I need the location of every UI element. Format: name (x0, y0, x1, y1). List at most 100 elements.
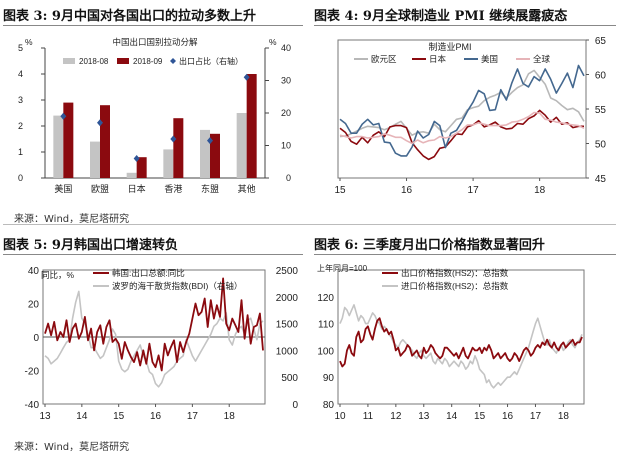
bar-2018-08 (53, 115, 64, 178)
bar-2018-08 (200, 129, 210, 178)
y2-tick-label: 20 (281, 108, 291, 118)
series-line-export-price (339, 317, 583, 368)
x-tick-label: 16 (502, 411, 514, 422)
bar-2018-09 (173, 118, 184, 178)
share-marker (97, 119, 103, 127)
bar-2018-09 (246, 74, 257, 178)
title-rule-right-bottom (314, 254, 616, 255)
panel-title-3: 图表 3: 9月中国对各国出口的拉动多数上升 (3, 9, 256, 24)
panel-title-6: 图表 6: 三季度月出口价格指数显著回升 (314, 238, 545, 253)
series-line-欧元区 (339, 69, 585, 138)
chart-global-pmi: 45 50 55 60 65 制造业PMI 15 16 17 18 欧元区 日本 美国 全球 (334, 36, 607, 196)
y-tick-label: 0 (18, 173, 23, 183)
x-tick-label: 18 (558, 411, 570, 422)
x-tick-label: 日本 (128, 183, 146, 194)
plot-frame (337, 269, 585, 405)
y-tick-label: 3 (18, 95, 23, 105)
x-tick-label: 18 (534, 185, 546, 196)
panel-title-5: 图表 5: 9月韩国出口增速转负 (3, 238, 178, 253)
y-tick-label: 100 (317, 346, 334, 357)
y2-tick-label: 0 (292, 400, 298, 411)
title-rule-left (3, 25, 303, 26)
legend-swatch-2018-09 (117, 58, 129, 64)
x-tick-label: 东盟 (201, 183, 219, 194)
y-tick-label: -40 (25, 400, 40, 411)
legend-label: 2018-08 (79, 57, 109, 66)
right-axis-unit: % (269, 37, 277, 47)
share-marker (133, 155, 140, 162)
share-marker (170, 135, 177, 143)
bar-2018-08 (90, 141, 100, 178)
title-rule-left-bottom (3, 254, 303, 255)
series-line-日本 (339, 109, 584, 161)
x-tick-label: 16 (401, 185, 413, 196)
left-axis-unit: 上年同月=100 (317, 263, 368, 273)
y-tick-label: 90 (323, 373, 335, 384)
bar-2018-08 (236, 113, 247, 178)
series-line-全球 (339, 111, 585, 145)
legend-label: 波罗的海干散货指数(BDI)（右轴） (112, 281, 242, 291)
chart-export-price-index: 上年同月=100 80 90 100 110 120 10 11 12 13 14 15 16 17 18 出… (317, 263, 585, 422)
y-tick-label: 55 (595, 105, 607, 116)
chart-title: 制造业PMI (428, 41, 471, 52)
x-tick-label: 11 (363, 411, 374, 422)
bar-2018-09 (210, 133, 220, 178)
legend-label: 欧元区 (371, 54, 397, 64)
title-rule-right (314, 25, 616, 26)
left-axis-unit: 同比，% (41, 270, 75, 280)
x-tick-label: 18 (224, 411, 236, 422)
x-tick-label: 美国 (54, 183, 72, 194)
x-tick-label: 16 (150, 411, 162, 422)
y-tick-label: 2 (18, 121, 23, 131)
legend-label: 美国 (481, 54, 498, 64)
legend-label: 出口占比（右轴） (179, 56, 243, 66)
y-tick-label: 80 (323, 400, 335, 411)
x-tick-label: 14 (446, 411, 458, 422)
panel-title-4: 图表 4: 9月全球制造业 PMI 继续展露疲态 (314, 9, 568, 24)
y2-tick-label: 2500 (276, 266, 299, 277)
y2-tick-label: 2000 (276, 293, 299, 304)
x-tick-label: 13 (39, 411, 51, 422)
x-tick-label: 17 (468, 185, 480, 196)
y-tick-label: 5 (18, 43, 23, 53)
x-tick-label: 12 (390, 411, 402, 422)
y2-tick-label: 1000 (276, 346, 299, 357)
left-axis-unit: % (25, 37, 33, 47)
legend-label: 进口价格指数(HS2)：总指数 (401, 281, 509, 291)
bar-2018-09 (136, 157, 147, 178)
y-tick-label: 110 (318, 320, 334, 331)
legend-label: 日本 (429, 54, 447, 64)
x-tick-label: 15 (474, 411, 486, 422)
x-tick-label: 香港 (164, 183, 182, 194)
y2-tick-label: 30 (281, 76, 291, 86)
chart-title: 中国出口国别拉动分解 (112, 37, 198, 47)
y-tick-label: 1 (18, 147, 23, 157)
x-tick-label: 17 (530, 411, 542, 422)
chart-export-contribution: 中国出口国别拉动分解% % 0 1 2 3 4 5 0 10 20 30 40 美国 欧盟 日本 香港 东盟 其他 2… (18, 37, 291, 194)
y-tick-label: -20 (25, 367, 40, 378)
series-line-korea (44, 277, 264, 372)
source-note-top: 来源：Wind，莫尼塔研究 (14, 214, 130, 225)
x-tick-label: 15 (113, 411, 125, 422)
y-tick-label: 50 (595, 140, 607, 151)
legend-label: 2018-09 (133, 57, 163, 66)
share-marker (207, 137, 213, 145)
bar-2018-09 (100, 105, 110, 178)
x-tick-label: 15 (334, 185, 346, 196)
y2-tick-label: 10 (281, 141, 291, 151)
y-tick-label: 45 (595, 174, 607, 185)
x-tick-label: 欧盟 (91, 183, 109, 194)
y2-tick-label: 500 (281, 373, 298, 384)
source-rule-top (3, 224, 616, 225)
y2-tick-label: 40 (281, 43, 291, 53)
legend-label: 出口价格指数(HS2)：总指数 (401, 268, 509, 278)
series-line-import-price (339, 303, 583, 389)
y-tick-label: 120 (317, 293, 334, 304)
x-tick-label: 10 (334, 411, 346, 422)
y2-tick-label: 0 (286, 173, 291, 183)
share-marker (60, 112, 67, 120)
y2-tick-label: 1500 (276, 320, 299, 331)
x-tick-label: 17 (187, 411, 199, 422)
y-tick-label: 4 (18, 69, 23, 79)
y-tick-label: 0 (33, 333, 39, 344)
